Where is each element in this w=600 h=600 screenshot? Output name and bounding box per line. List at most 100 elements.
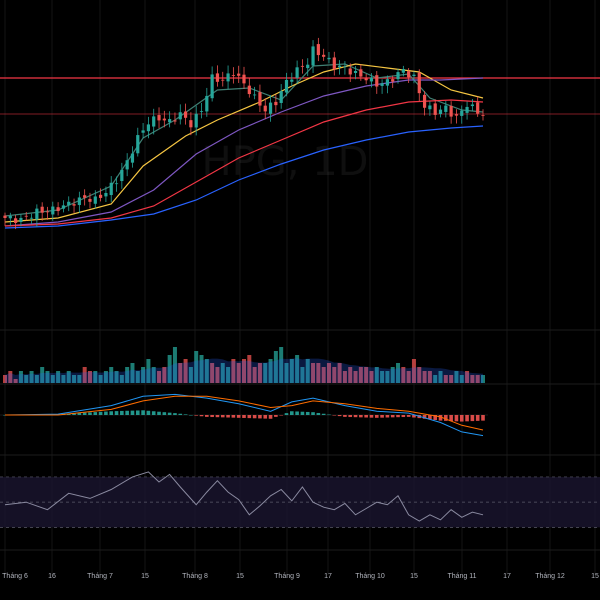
volume-bar [226, 367, 231, 383]
volume-bar [231, 359, 236, 383]
candle-body [67, 201, 71, 206]
macd-histogram-bar [120, 410, 124, 415]
volume-bar [66, 371, 71, 383]
rsi-pane [0, 471, 600, 528]
candle-body [290, 79, 294, 82]
volume-bar [215, 367, 220, 383]
candle-body [353, 70, 358, 73]
volume-bar [438, 371, 443, 383]
macd-histogram-bar [369, 415, 374, 418]
macd-histogram-bar [284, 413, 289, 415]
candle-body [274, 101, 278, 106]
volume-bar [162, 367, 167, 383]
candle-body [375, 75, 379, 87]
candle-body [481, 115, 485, 116]
x-tick-label: Tháng 12 [535, 573, 565, 580]
macd-histogram-bar [364, 415, 368, 418]
candle-body [348, 68, 352, 75]
candle-body [369, 77, 374, 82]
volume-bar [220, 363, 225, 383]
macd-histogram-bar [422, 415, 427, 419]
resistance-lines [0, 77, 600, 115]
volume-bar [305, 359, 310, 383]
volume-bar [358, 367, 363, 383]
macd-histogram-bar [274, 415, 278, 417]
macd-histogram-bar [215, 415, 220, 418]
volume-bar [199, 355, 204, 383]
x-tick-label: Tháng 9 [274, 573, 300, 580]
macd-histogram-bar [226, 415, 230, 418]
volume-bar [8, 371, 13, 383]
volume-bar [204, 359, 209, 383]
macd-histogram-bar [88, 412, 92, 415]
candlesticks[interactable] [3, 37, 485, 230]
candle-body [83, 195, 87, 198]
macd-histogram-bar [231, 415, 236, 418]
macd-histogram-bar [359, 415, 363, 418]
volume-bar [252, 367, 257, 383]
candle-body [114, 183, 119, 185]
macd-pane [0, 393, 488, 437]
macd-histogram-bar [290, 411, 294, 415]
macd-histogram-bar [109, 411, 114, 415]
candle-body [295, 67, 299, 78]
macd-histogram-bar [104, 411, 108, 415]
candle-body [258, 92, 262, 106]
volume-bar [178, 363, 183, 383]
macd-histogram-bar [151, 411, 156, 415]
candle-body [380, 83, 384, 86]
volume-bar [465, 371, 470, 383]
candle-body [120, 169, 124, 182]
macd-histogram-bar [263, 415, 268, 419]
volume-bar [364, 367, 369, 383]
candle-body [72, 204, 76, 206]
volume-bar [56, 371, 61, 383]
candle-body [343, 66, 347, 68]
volume-bar [411, 359, 416, 383]
candle-body [433, 103, 437, 115]
macd-histogram-bar [449, 415, 453, 422]
watermark-symbol: HPG, 1D [202, 139, 369, 185]
macd-histogram-bar [173, 413, 177, 415]
volume-bar [433, 375, 438, 383]
volume-bar [188, 367, 193, 383]
candle-body [253, 94, 257, 96]
macd-histogram-bar [205, 415, 209, 417]
volume-bar [194, 351, 199, 383]
candle-body [205, 95, 209, 112]
volume-bar [311, 363, 316, 383]
macd-histogram-bar [258, 415, 262, 419]
macd-histogram-bar [454, 415, 459, 422]
x-tick-label: 17 [503, 573, 511, 580]
candle-body [465, 106, 469, 113]
x-tick-label: 17 [324, 573, 332, 580]
candle-body [168, 119, 172, 123]
volume-bar [348, 367, 353, 383]
volume-bar [183, 359, 188, 383]
x-tick-label: 15 [236, 573, 244, 580]
macd-histogram-bar [475, 415, 480, 421]
candle-body [40, 206, 44, 213]
volume-bar [454, 371, 459, 383]
volume-bar [172, 347, 177, 383]
macd-histogram-bar [380, 415, 384, 418]
x-tick-label: Tháng 6 [2, 573, 28, 580]
volume-bar [427, 371, 432, 383]
candle-body [311, 46, 315, 66]
volume-bar [29, 371, 34, 383]
rsi-line [4, 471, 484, 522]
macd-histogram-bar [327, 414, 331, 416]
candle-body [215, 73, 220, 82]
volume-bar [459, 375, 464, 383]
candle-body [130, 153, 135, 163]
volume-bar [385, 371, 390, 383]
volume-bar [257, 363, 262, 383]
candle-body [125, 160, 129, 170]
macd-histogram-bar [220, 415, 225, 418]
candle-body [391, 79, 395, 82]
volume-bar [61, 375, 66, 383]
candle-body [268, 102, 273, 114]
candle-body [476, 102, 480, 114]
ma-line-1 [4, 63, 484, 223]
